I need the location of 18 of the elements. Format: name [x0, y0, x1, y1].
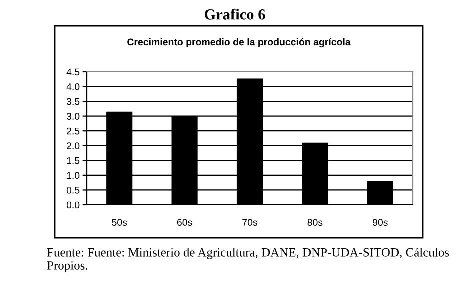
x-tick-label: 90s [373, 219, 388, 226]
x-tick-label: 50s [112, 219, 128, 226]
y-tick-label: 2.0 [67, 142, 80, 150]
y-tick-label: 0.0 [66, 202, 80, 209]
y-tick-label: 1.0 [67, 172, 80, 180]
y-tick-label: 3.5 [66, 98, 80, 106]
source-note: Fuente: Fuente: Ministerio de Agricultura, DANE, DNP-UDA-SITOD, Cálculos Propios. [47, 248, 450, 272]
chart-subtitle: Crecimiento promedio de la producción agrícola [128, 38, 351, 48]
y-tick-label: 3.0 [66, 113, 80, 120]
chart-title: Grafico 6 [204, 8, 266, 20]
x-tick-label: 80s [308, 219, 323, 226]
y-tick-label: 1.5 [67, 158, 80, 164]
x-tick-label: 70s [242, 219, 258, 226]
y-tick-label: 4.0 [66, 84, 80, 90]
x-tick-label: 60s [177, 219, 192, 226]
y-tick-label: 2.5 [67, 128, 80, 135]
y-tick-label: 4.5 [66, 68, 80, 76]
y-tick-label: 0.5 [66, 186, 80, 194]
